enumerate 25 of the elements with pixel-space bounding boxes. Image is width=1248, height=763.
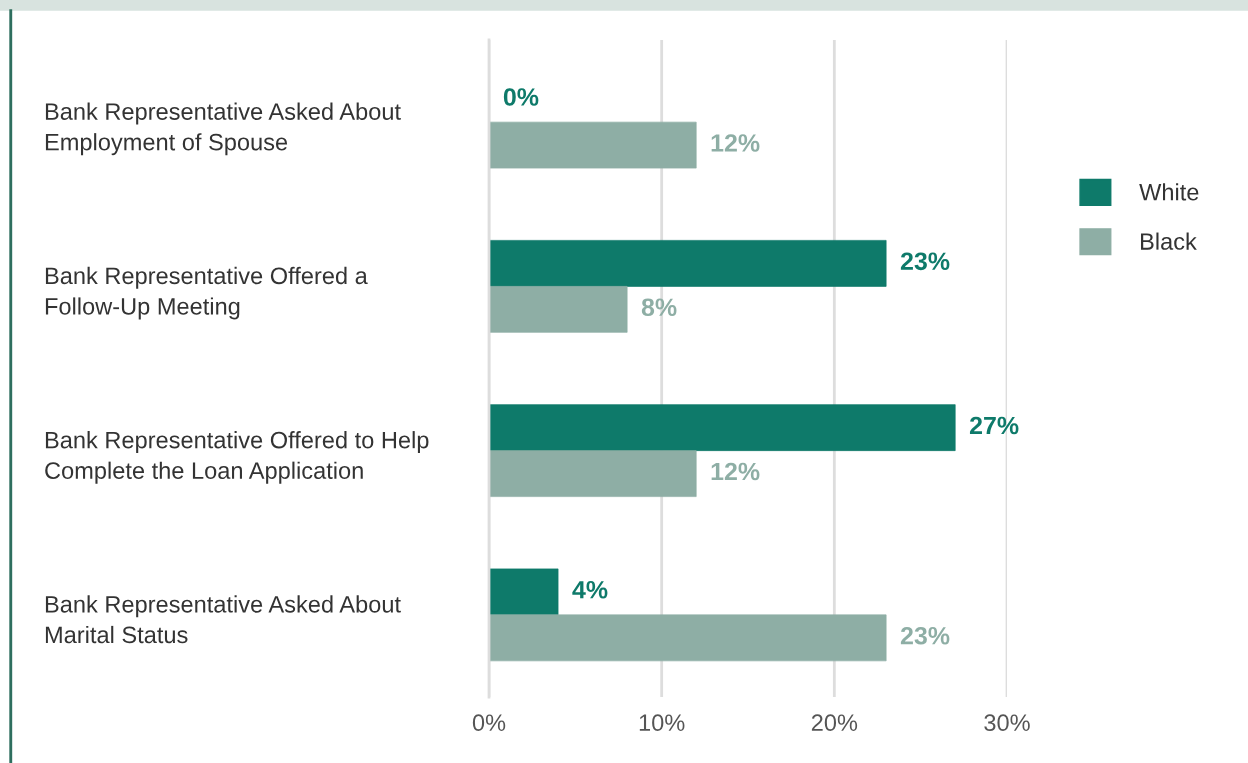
data-label: 12% xyxy=(711,134,760,152)
legend-label: White xyxy=(1139,183,1199,201)
y-tick-label: Bank Representative Asked About Marital Status xyxy=(45,595,401,644)
legend-label: Black xyxy=(1141,232,1197,250)
bar xyxy=(489,404,956,451)
y-tick-label: Bank Representative Offered a Follow-Up Meeting xyxy=(45,266,368,320)
data-label: 4% xyxy=(572,580,608,599)
y-tick-label: Bank Representative Offered to Help Complete the Loan Application xyxy=(45,431,429,484)
bar xyxy=(489,568,559,616)
x-tick-label: 10% xyxy=(639,714,685,732)
data-label: 23% xyxy=(900,252,950,271)
data-label: 27% xyxy=(969,416,1019,435)
bar xyxy=(489,121,697,169)
bar xyxy=(489,286,628,333)
data-label: 8% xyxy=(641,298,677,317)
x-tick-label: 0% xyxy=(472,714,506,732)
data-label: 12% xyxy=(711,462,760,481)
x-tick-label: 30% xyxy=(984,714,1030,732)
data-label: 23% xyxy=(900,626,950,645)
bar xyxy=(489,240,887,287)
x-tick-label: 20% xyxy=(811,714,858,732)
data-label: 0% xyxy=(503,88,539,106)
bar xyxy=(489,450,697,497)
bar xyxy=(489,614,887,662)
y-tick-label: Bank Representative Asked About Employment of Spouse xyxy=(45,102,401,156)
